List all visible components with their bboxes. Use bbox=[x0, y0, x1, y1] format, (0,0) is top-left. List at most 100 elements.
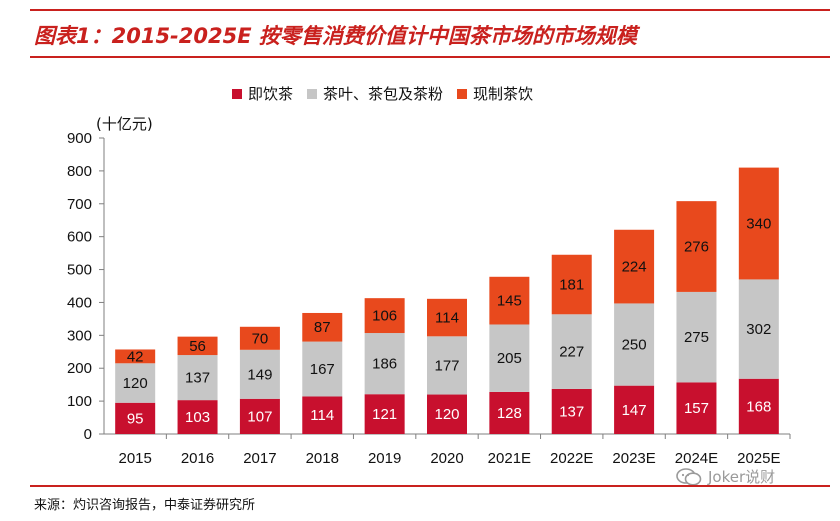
legend-item-rtd-tea: 即饮茶 bbox=[232, 83, 293, 104]
y-tick-label: 200 bbox=[67, 360, 92, 377]
bar-segment bbox=[302, 341, 343, 397]
data-label: 276 bbox=[684, 239, 709, 256]
data-label: 121 bbox=[372, 406, 397, 423]
data-label: 181 bbox=[559, 276, 584, 293]
bar-segment bbox=[676, 201, 717, 292]
data-label: 114 bbox=[310, 407, 334, 424]
legend-label-rtd-tea: 即饮茶 bbox=[248, 85, 294, 103]
data-label: 114 bbox=[435, 310, 459, 327]
bar-segment bbox=[364, 394, 405, 434]
x-tick-label: 2019 bbox=[368, 450, 401, 467]
data-label: 56 bbox=[189, 338, 206, 355]
data-label: 106 bbox=[372, 308, 397, 325]
x-tick-label: 2021E bbox=[488, 450, 531, 467]
legend-label-tea-leaf: 茶叶、茶包及茶粉 bbox=[323, 85, 444, 103]
legend-swatch-fresh-tea bbox=[457, 88, 468, 99]
data-label: 224 bbox=[622, 259, 647, 276]
wechat-icon bbox=[676, 467, 702, 486]
y-tick-label: 0 bbox=[84, 426, 92, 443]
bottom-rule bbox=[30, 485, 830, 487]
bar-segment bbox=[614, 303, 655, 386]
bar-segment bbox=[738, 167, 779, 280]
bar-segment bbox=[614, 229, 655, 304]
bar-segment bbox=[239, 326, 280, 350]
bar-segment bbox=[427, 298, 467, 337]
bar-segment bbox=[738, 279, 779, 379]
y-tick-label: 300 bbox=[67, 327, 92, 344]
bar-segment bbox=[489, 324, 530, 392]
y-tick-label: 900 bbox=[67, 130, 92, 147]
data-label: 42 bbox=[127, 348, 144, 365]
data-label: 137 bbox=[185, 370, 210, 387]
y-tick-label: 100 bbox=[67, 393, 92, 410]
x-tick-label: 2016 bbox=[181, 450, 214, 467]
data-label: 227 bbox=[559, 344, 584, 361]
legend-swatch-tea-leaf bbox=[307, 88, 318, 99]
bar-segment bbox=[676, 382, 717, 434]
bar-segment bbox=[551, 314, 592, 389]
bar-segment bbox=[177, 355, 218, 401]
data-label: 157 bbox=[684, 400, 709, 417]
data-label: 250 bbox=[622, 337, 647, 354]
data-label: 137 bbox=[559, 403, 584, 420]
bar-segment bbox=[551, 254, 592, 315]
legend-item-fresh-tea: 现制茶饮 bbox=[457, 83, 533, 104]
data-label: 107 bbox=[247, 408, 272, 425]
legend-swatch-rtd-tea bbox=[232, 88, 242, 99]
bar-segment bbox=[489, 391, 530, 434]
data-label: 167 bbox=[310, 361, 335, 378]
data-label: 147 bbox=[622, 402, 647, 419]
y-tick-label: 800 bbox=[67, 163, 92, 180]
data-label: 275 bbox=[684, 329, 709, 346]
data-label: 149 bbox=[247, 366, 272, 383]
data-label: 205 bbox=[497, 350, 522, 367]
title-rule bbox=[30, 56, 830, 58]
x-tick-label: 2015 bbox=[118, 450, 151, 467]
bar-segment bbox=[302, 312, 343, 342]
data-label: 120 bbox=[434, 406, 459, 423]
data-label: 302 bbox=[746, 321, 771, 338]
bar-segment bbox=[239, 349, 280, 399]
y-tick-label: 700 bbox=[67, 196, 92, 213]
x-tick-label: 2020 bbox=[430, 450, 463, 467]
data-label: 120 bbox=[123, 375, 148, 392]
bar-segment bbox=[115, 349, 156, 364]
bar-segment bbox=[364, 298, 405, 334]
x-tick-label: 2023E bbox=[612, 450, 655, 467]
bar-segment bbox=[177, 336, 218, 356]
bar-segment bbox=[614, 385, 655, 434]
bar-segment bbox=[489, 276, 530, 325]
x-tick-label: 2022E bbox=[550, 450, 593, 467]
legend: 即饮茶 茶叶、茶包及茶粉 现制茶饮 bbox=[232, 83, 533, 104]
y-tick-label: 400 bbox=[67, 294, 92, 311]
x-tick-label: 2018 bbox=[306, 450, 339, 467]
watermark-text: Joker说财 bbox=[708, 468, 776, 486]
bar-segment bbox=[115, 402, 156, 434]
data-label: 177 bbox=[434, 357, 459, 374]
bar-segment bbox=[738, 378, 779, 434]
bar-segment bbox=[302, 396, 343, 434]
watermark: Joker说财 bbox=[676, 466, 775, 487]
legend-label-fresh-tea: 现制茶饮 bbox=[473, 85, 534, 103]
data-label: 340 bbox=[746, 215, 771, 232]
x-tick-label: 2025E bbox=[737, 450, 780, 467]
y-tick-label: 600 bbox=[67, 229, 92, 246]
bar-segment bbox=[115, 363, 156, 403]
bar-segment bbox=[551, 388, 592, 434]
data-label: 168 bbox=[746, 398, 771, 415]
data-label: 103 bbox=[185, 409, 210, 426]
data-label: 95 bbox=[127, 410, 144, 427]
y-axis-unit-label: (十亿元) bbox=[96, 115, 153, 133]
data-label: 186 bbox=[372, 356, 397, 373]
bar-segment bbox=[427, 336, 467, 395]
legend-item-tea-leaf: 茶叶、茶包及茶粉 bbox=[307, 83, 443, 104]
y-tick-label: 500 bbox=[67, 262, 92, 279]
source-note: 来源：灼识咨询报告，中泰证券研究所 bbox=[34, 498, 256, 513]
chart-title: 图表1：2015-2025E 按零售消费价值计中国茶市场的市场规模 bbox=[34, 24, 637, 48]
bar-segment bbox=[364, 333, 405, 395]
data-label: 87 bbox=[314, 319, 331, 336]
top-rule bbox=[30, 9, 830, 11]
data-label: 128 bbox=[497, 405, 522, 422]
bar-segment bbox=[177, 400, 218, 434]
